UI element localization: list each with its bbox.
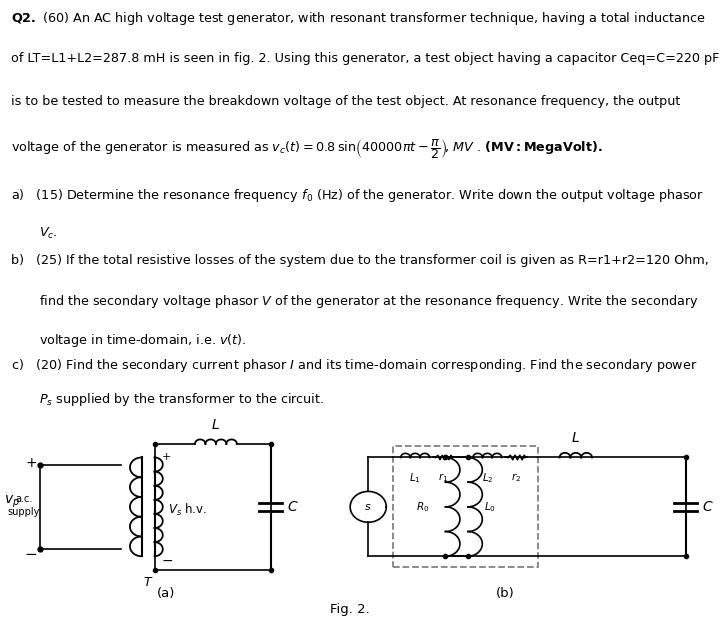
Text: b)   (25) If the total resistive losses of the system due to the transformer coi: b) (25) If the total resistive losses of… [11,254,709,267]
Text: −: − [25,548,38,563]
Text: $R_0$: $R_0$ [417,500,430,514]
Text: $L_0$: $L_0$ [484,500,495,514]
Text: $\mathit{v_p}$: $\mathit{v_p}$ [4,494,20,510]
Text: $\mathit{V}_s$ h.v.: $\mathit{V}_s$ h.v. [168,502,206,518]
Text: +: + [162,453,171,463]
Text: (b): (b) [496,587,515,600]
Text: is to be tested to measure the breakdown voltage of the test object. At resonanc: is to be tested to measure the breakdown… [11,95,680,107]
Text: $C$: $C$ [702,500,713,514]
Text: supply: supply [8,507,40,517]
Text: +: + [25,456,37,470]
Text: (a): (a) [157,587,175,600]
Text: $C$: $C$ [287,500,298,514]
Text: s: s [365,502,371,512]
Text: Fig. 2.: Fig. 2. [330,604,370,617]
Text: a)   (15) Determine the resonance frequency $f_0$ (Hz) of the generator. Write d: a) (15) Determine the resonance frequenc… [11,187,704,204]
Text: voltage of the generator is measured as $v_c(t) = 0.8\,\sin\!\left(40000\pi t - : voltage of the generator is measured as … [11,137,602,161]
Text: $P_s$ supplied by the transformer to the circuit.: $P_s$ supplied by the transformer to the… [39,391,324,408]
Bar [393,446,538,568]
Text: a.c.: a.c. [15,494,32,504]
Text: $L_2$: $L_2$ [482,471,493,485]
Text: $L$: $L$ [212,417,220,432]
Text: of LT=L1+L2=287.8 mH is seen in fig. 2. Using this generator, a test object havi: of LT=L1+L2=287.8 mH is seen in fig. 2. … [11,52,719,65]
Text: voltage in time-domain, i.e. $v(t)$.: voltage in time-domain, i.e. $v(t)$. [39,332,246,349]
Text: $L$: $L$ [571,431,580,445]
Text: $r_2$: $r_2$ [511,471,521,484]
Text: $r_1$: $r_1$ [438,471,448,484]
Text: $V_c$.: $V_c$. [39,225,58,241]
Text: −: − [162,553,173,568]
Text: $\mathbf{Q2.}$ (60) An AC high voltage test generator, with resonant transformer: $\mathbf{Q2.}$ (60) An AC high voltage t… [11,10,705,27]
Text: find the secondary voltage phasor $V$ of the generator at the resonance frequenc: find the secondary voltage phasor $V$ of… [39,293,699,310]
Text: c)   (20) Find the secondary current phasor $I$ and its time-domain correspondin: c) (20) Find the secondary current phaso… [11,357,697,374]
Text: $T$: $T$ [143,576,153,589]
Text: $L_1$: $L_1$ [409,471,421,485]
